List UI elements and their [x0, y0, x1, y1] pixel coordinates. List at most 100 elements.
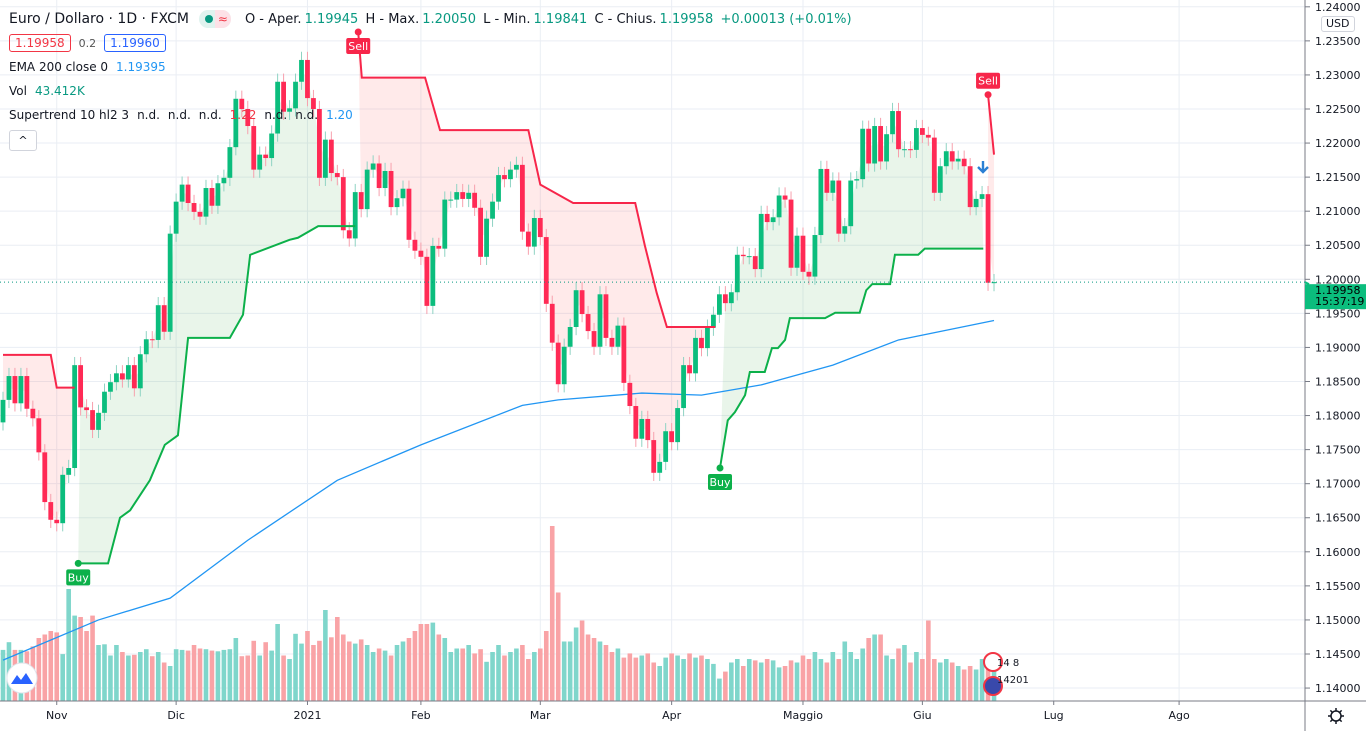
candle-body — [108, 382, 113, 392]
time-tick-label: Maggio — [783, 709, 823, 722]
volume-bar — [800, 655, 806, 701]
candle-body — [424, 256, 430, 306]
price-tick-label: 1.22000 — [1315, 137, 1361, 150]
volume-bar — [412, 631, 418, 701]
volume-bar — [54, 632, 60, 701]
sell-signal-label — [976, 72, 1001, 89]
volume-bar — [926, 620, 931, 701]
price-tick-label: 1.18500 — [1315, 375, 1361, 388]
open-value: 1.19945 — [304, 11, 359, 27]
candle-body — [818, 168, 824, 236]
candle-body — [621, 325, 627, 383]
volume-bar — [567, 641, 573, 701]
vol-value: 43.412K — [34, 84, 85, 98]
candle-body — [824, 168, 830, 193]
volume-bar — [72, 615, 77, 701]
volume-bar — [460, 648, 465, 701]
volume-bar — [842, 641, 848, 701]
volume-bar — [84, 631, 89, 701]
volume-bar — [961, 669, 967, 701]
candle-body — [305, 59, 310, 99]
candle-body — [233, 98, 239, 148]
volume-bar — [490, 652, 495, 701]
chart-legend: Euro / Dollaro · 1D · FXCM ≈ O - Aper. 1.… — [9, 9, 855, 151]
candle-body — [18, 376, 24, 404]
volume-bar — [597, 641, 603, 701]
candle-body — [472, 192, 478, 208]
candle-body — [0, 399, 6, 423]
candle-body — [293, 81, 298, 109]
price-tick-label: 1.19500 — [1315, 307, 1361, 320]
symbol-title[interactable]: Euro / Dollaro · 1D · FXCM — [9, 11, 189, 27]
candle-body — [711, 314, 716, 328]
volume-bar — [579, 620, 585, 701]
candle-body — [466, 192, 472, 199]
volume-bar — [317, 640, 322, 701]
volume-bar — [323, 610, 328, 701]
candle-body — [191, 203, 197, 212]
volume-bar — [979, 659, 985, 701]
candle-body — [776, 195, 782, 218]
candle-body — [705, 327, 710, 349]
volume-bar — [275, 624, 280, 701]
approx-wave-icon: ≈ — [214, 10, 231, 28]
candle-body — [639, 418, 645, 439]
candle-body — [872, 126, 878, 164]
candle-body — [967, 166, 973, 208]
candle-body — [603, 294, 609, 338]
volume-bar — [520, 645, 525, 701]
volume-legend[interactable]: Vol 43.412K — [9, 79, 855, 103]
candle-body — [848, 180, 854, 227]
collapse-legend-button[interactable]: ^ — [9, 130, 37, 151]
volume-bar — [932, 659, 937, 701]
low-value: 1.19841 — [533, 11, 588, 27]
candle-body — [334, 173, 340, 178]
candle-body — [800, 235, 806, 272]
volume-bar — [627, 653, 633, 701]
last-price-pointer — [1304, 281, 1310, 286]
price-tick-label: 1.18000 — [1315, 410, 1361, 423]
change-value: +0.00013 (+0.01%) — [720, 11, 852, 27]
settings-gear-icon[interactable] — [1328, 708, 1344, 724]
market-status[interactable]: ≈ — [198, 10, 231, 28]
candle-body — [42, 452, 48, 503]
volume-bar — [376, 648, 382, 701]
bid-price-button[interactable]: 1.19958 — [9, 34, 71, 52]
volume-bar — [132, 654, 137, 701]
candle-body — [764, 213, 770, 223]
volume-bar — [466, 645, 471, 701]
candle-body — [400, 188, 406, 199]
candle-body — [490, 201, 495, 219]
candle-body — [991, 282, 997, 284]
close-label: C - Chius. — [594, 11, 657, 27]
candle-body — [352, 192, 358, 239]
candle-body — [914, 128, 919, 150]
candle-body — [758, 213, 764, 270]
volume-bar — [884, 655, 889, 701]
candle-body — [890, 111, 895, 135]
candle-body — [973, 198, 979, 208]
ema-value: 1.19395 — [116, 60, 166, 74]
price-tick-label: 1.14000 — [1315, 682, 1361, 695]
candle-body — [376, 163, 382, 189]
ema-legend[interactable]: EMA 200 close 0 1.19395 — [9, 55, 855, 79]
supertrend-legend[interactable]: Supertrend 10 hl2 3 n.d. n.d. n.d. 1.22 … — [9, 103, 855, 127]
price-tick-label: 1.16000 — [1315, 546, 1361, 559]
candle-body — [84, 407, 89, 411]
candle-body — [448, 199, 454, 201]
candle-body — [782, 195, 788, 200]
volume-bar — [758, 662, 764, 701]
ask-price-button[interactable]: 1.19960 — [104, 34, 166, 52]
volume-bar — [346, 641, 352, 701]
eu-flag-event-icon — [983, 676, 1003, 696]
volume-bar — [382, 650, 388, 701]
volume-bar — [639, 655, 645, 701]
volume-bar — [866, 638, 871, 701]
currency-badge[interactable]: USD — [1321, 16, 1355, 32]
vol-label: Vol — [9, 84, 27, 98]
candle-body — [406, 188, 412, 240]
candle-body — [54, 519, 60, 524]
volume-bar — [573, 627, 579, 701]
price-tick-label: 1.21500 — [1315, 171, 1361, 184]
